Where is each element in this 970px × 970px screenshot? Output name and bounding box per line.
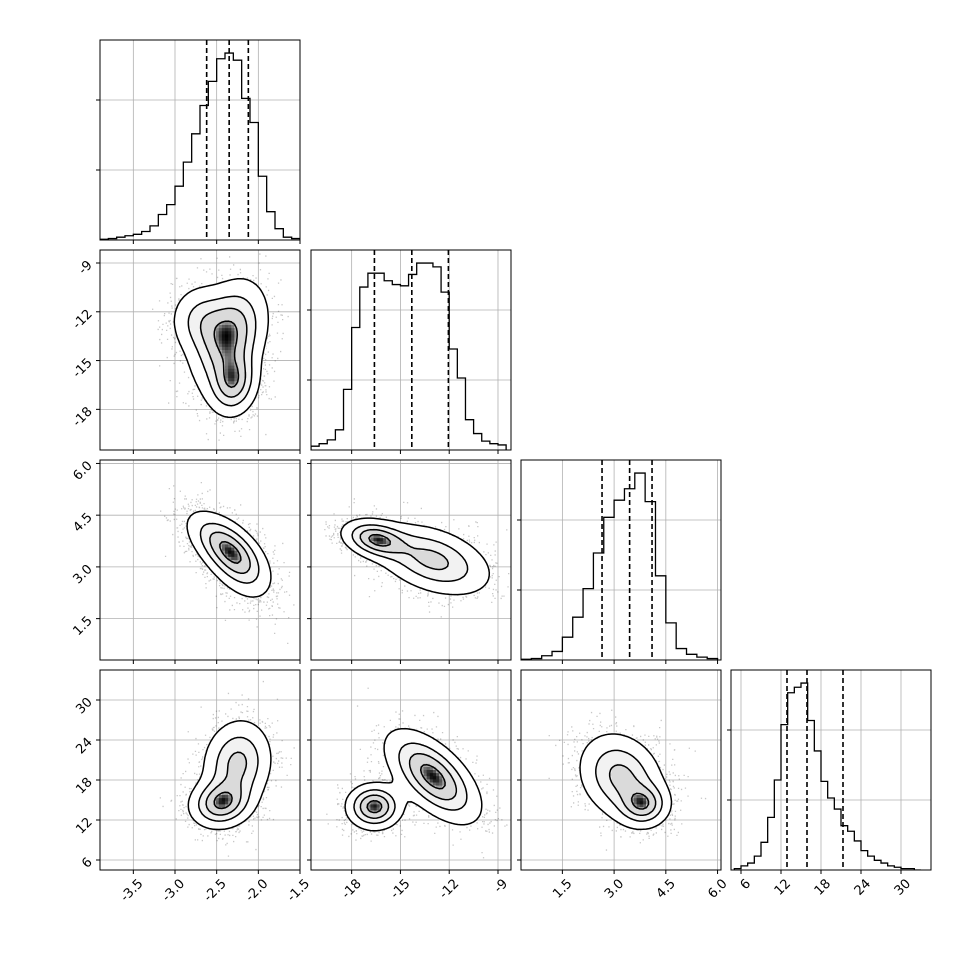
xtick-label-0-0: -3.5	[118, 876, 147, 905]
panel-1-0-content	[152, 253, 289, 441]
contour-2-1-1	[351, 524, 469, 583]
xtick-label-1-1: -15	[388, 876, 414, 902]
contour-3-2-3	[631, 792, 650, 810]
contour-1-0-3	[213, 320, 240, 389]
contour-3-1-3	[366, 763, 446, 814]
contour-3-0-1	[197, 736, 259, 822]
contour-3-1-0	[344, 727, 483, 832]
contour-2-0-1	[199, 522, 260, 584]
histogram-0-step	[100, 52, 300, 240]
panel-1-0-frame	[99, 249, 301, 451]
histogram-3-step	[733, 682, 921, 870]
contour-3-2-2	[608, 764, 657, 817]
histogram-2-step	[521, 472, 719, 660]
xtick-label-0-2: -2.5	[201, 876, 230, 905]
histogram-1-step	[311, 262, 507, 450]
contour-3-1-2	[359, 752, 458, 819]
xtick-label-0-3: -2.0	[243, 876, 272, 905]
xtick-label-1-0: -18	[339, 876, 365, 902]
contour-3-0-3	[213, 791, 233, 810]
ytick-label-1-0: -9	[76, 258, 96, 278]
contour-2-1-0	[340, 517, 491, 596]
ytick-label-1-2: -15	[70, 356, 96, 382]
panel-3-2-content	[548, 709, 707, 851]
contour-3-0-0	[187, 720, 272, 831]
xtick-label-3-1: 12	[772, 876, 794, 898]
xtick-label-3-3: 24	[852, 876, 874, 898]
hist-0-frame	[99, 39, 301, 241]
panel-2-1-frame	[310, 459, 512, 661]
ytick-label-2-2: 3.0	[70, 562, 95, 587]
ytick-label-3-1: 24	[73, 735, 95, 757]
xtick-label-2-0: 1.5	[550, 876, 575, 901]
panel-3-2-frame	[520, 669, 722, 871]
hist-1-frame	[310, 249, 512, 451]
contour-3-2-1	[595, 749, 663, 822]
ytick-label-3-2: 18	[73, 775, 95, 797]
ytick-label-1-3: -18	[70, 404, 96, 430]
xtick-label-3-4: 30	[892, 876, 914, 898]
panel-2-1-content	[324, 498, 511, 618]
ytick-label-3-3: 12	[73, 815, 95, 837]
ytick-label-1-1: -12	[70, 307, 96, 333]
ytick-label-2-1: 4.5	[70, 510, 95, 535]
contour-2-1-3	[368, 533, 391, 547]
panel-3-0-frame	[99, 669, 301, 871]
xtick-label-1-3: -9	[491, 876, 511, 896]
contour-1-0-1	[187, 295, 257, 407]
xtick-label-2-1: 3.0	[602, 876, 627, 901]
contour-2-0-3	[219, 540, 242, 564]
ytick-label-3-4: 6	[79, 855, 95, 871]
panel-3-1-content	[326, 687, 508, 859]
contour-1-0-2	[199, 307, 248, 398]
ytick-label-2-3: 1.5	[70, 614, 95, 639]
hist-2-frame	[520, 459, 722, 661]
ytick-label-2-0: 6.0	[70, 458, 95, 483]
hist-3-frame	[730, 669, 932, 871]
xtick-label-2-3: 6.0	[705, 876, 730, 901]
contour-3-1-1	[353, 742, 468, 825]
contour-2-1-2	[359, 528, 450, 571]
contour-3-2-0	[579, 733, 673, 831]
contour-1-0-0	[173, 277, 270, 419]
xtick-label-2-2: 4.5	[654, 876, 679, 901]
contour-2-0-2	[209, 531, 251, 574]
xtick-label-0-4: -1.5	[284, 876, 313, 905]
ytick-label-3-0: 30	[73, 695, 95, 717]
panel-2-0-frame	[99, 459, 301, 661]
contour-2-0-0	[186, 510, 272, 598]
xtick-label-0-1: -3.0	[159, 876, 188, 905]
panel-2-0-content	[160, 482, 295, 644]
panel-3-1-frame	[310, 669, 512, 871]
xtick-label-1-2: -12	[437, 876, 463, 902]
xtick-label-3-2: 18	[812, 876, 834, 898]
xtick-label-3-0: 6	[738, 876, 754, 892]
panel-3-0-content	[159, 680, 295, 857]
contour-3-0-2	[205, 751, 248, 816]
